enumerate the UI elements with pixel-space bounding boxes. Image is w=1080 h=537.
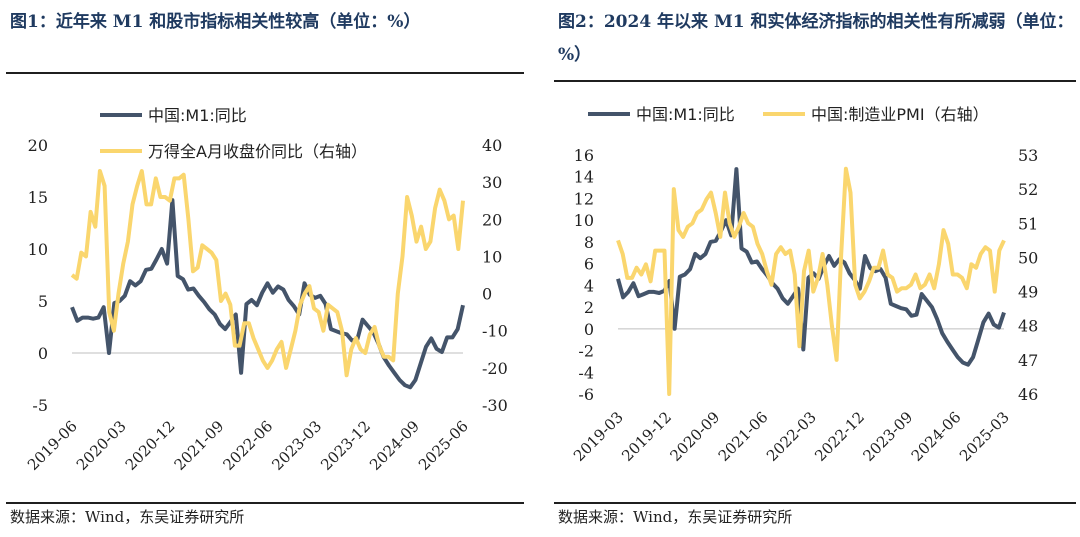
figure-2-panel: 图2：2024 年以来 M1 和实体经济指标的相关性有所减弱（单位：%） 16 1… [548, 0, 1080, 537]
figure-2-title: 图2：2024 年以来 M1 和实体经济指标的相关性有所减弱（单位：%） [558, 12, 1074, 65]
left-tick-label: -2 [578, 342, 594, 361]
left-tick-label: 0 [584, 320, 594, 339]
right-tick-label: 50 [1018, 248, 1038, 267]
left-tick-label: 20 [28, 136, 48, 155]
x-tick-label: 2022-06 [220, 417, 277, 474]
right-tick-label: 46 [1018, 385, 1038, 404]
source-divider [6, 502, 524, 504]
right-tick-label: 49 [1018, 283, 1038, 302]
x-tick-label: 2023-03 [268, 417, 325, 474]
left-tick-label: 14 [574, 168, 594, 187]
right-tick-label: 30 [482, 173, 502, 192]
x-tick-label: 2020-12 [122, 417, 179, 474]
x-tick-label: 2024-09 [366, 417, 423, 474]
series-line-m1 [70, 198, 465, 390]
left-tick-label: 16 [574, 146, 594, 165]
right-tick-label: 40 [482, 136, 502, 155]
left-tick-label: 10 [574, 211, 594, 230]
left-tick-label: 2 [584, 298, 594, 317]
right-tick-label: 47 [1018, 351, 1038, 370]
legend-label: 中国:M1:同比 [636, 105, 735, 124]
right-tick-label: 53 [1018, 146, 1038, 165]
left-tick-label: -4 [578, 363, 594, 382]
right-tick-label: 51 [1018, 214, 1038, 233]
figure-1-title: 图1：近年来 M1 和股市指标相关性较高（单位：%） [10, 12, 421, 32]
left-tick-label: 12 [574, 189, 594, 208]
right-tick-label: -10 [482, 322, 508, 341]
source-note: 数据来源：Wind，东吴证券研究所 [558, 508, 793, 526]
left-tick-label: -6 [578, 385, 594, 404]
x-axis: 2019-032019-122020-092021-062022-032022-… [570, 328, 1013, 465]
left-tick-label: 0 [38, 344, 48, 363]
left-tick-label: 15 [28, 188, 48, 207]
right-tick-label: 52 [1018, 180, 1038, 199]
left-tick-label: 10 [28, 240, 48, 259]
x-tick-label: 2022-12 [811, 408, 868, 465]
right-y-axis: 40 30 20 10 0 -10 -20 -30 [482, 136, 508, 415]
series-lines [616, 166, 1006, 396]
x-tick-label: 2020-03 [73, 417, 130, 474]
x-tick-label: 2024-06 [908, 408, 965, 465]
left-tick-label: 6 [584, 255, 594, 274]
chart-legend: 中国:M1:同比 中国:制造业PMI（右轴） [588, 105, 989, 124]
x-axis: 2019-062020-032020-122021-092022-062023-… [24, 352, 472, 474]
legend-label: 万得全A月收盘价同比（右轴） [148, 142, 367, 161]
right-tick-label: 10 [482, 247, 502, 266]
x-tick-label: 2025-06 [415, 417, 472, 474]
x-tick-label: 2020-09 [667, 408, 724, 465]
left-tick-label: -5 [32, 396, 48, 415]
x-tick-label: 2019-12 [618, 408, 675, 465]
series-line-right-axis [70, 169, 465, 378]
x-tick-label: 2021-09 [171, 417, 228, 474]
x-tick-label: 2025-03 [956, 408, 1013, 465]
right-tick-label: 20 [482, 210, 502, 229]
figure-2-chart: 16 14 12 10 8 6 4 2 0 -2 -4 -6 53 52 51 50 49 48 47 46 201… [570, 105, 1038, 465]
right-y-axis: 53 52 51 50 49 48 47 46 [1018, 146, 1038, 404]
x-tick-label: 2021-06 [715, 408, 772, 465]
left-tick-label: 4 [584, 276, 594, 295]
left-y-axis: 16 14 12 10 8 6 4 2 0 -2 -4 -6 [574, 146, 594, 404]
series-lines [70, 169, 465, 390]
x-tick-label: 2019-03 [570, 408, 627, 465]
title-divider [6, 72, 524, 74]
left-tick-label: 8 [584, 233, 594, 252]
legend-label: 中国:M1:同比 [148, 106, 247, 125]
title-divider [554, 80, 1076, 82]
right-tick-label: -20 [482, 359, 508, 378]
right-tick-label: 0 [482, 285, 492, 304]
left-y-axis: 20 15 10 5 0 -5 [28, 136, 48, 415]
right-tick-label: 48 [1018, 317, 1038, 336]
x-tick-label: 2019-06 [24, 417, 81, 474]
legend-label: 中国:制造业PMI（右轴） [811, 105, 989, 124]
x-tick-label: 2023-12 [317, 417, 374, 474]
x-tick-label: 2022-03 [763, 408, 820, 465]
x-tick-label: 2023-09 [860, 408, 917, 465]
left-tick-label: 5 [38, 292, 48, 311]
source-note: 数据来源：Wind，东吴证券研究所 [10, 508, 245, 526]
figure-1-panel: 图1：近年来 M1 和股市指标相关性较高（单位：%） 20 15 10 5 0 -5 40… [0, 0, 528, 537]
right-tick-label: -30 [482, 396, 508, 415]
source-divider [554, 502, 1076, 504]
series-line-right-axis [616, 166, 1006, 396]
